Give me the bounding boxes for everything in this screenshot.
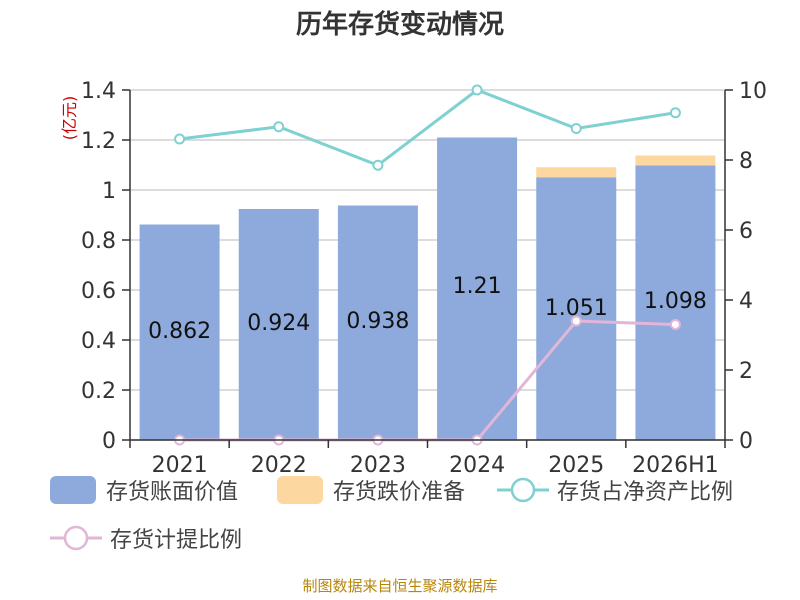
bar-book-value [536,177,617,440]
legend-item-ratio-net-assets[interactable]: 存货占净资产比例 [497,474,733,506]
ratio-net-assets-point [669,107,681,119]
legend-item-impairment[interactable]: 存货跌价准备 [277,474,465,506]
legend-label-impairment: 存货跌价准备 [333,480,466,505]
chart-title: 历年存货变动情况 [295,10,504,40]
bar-value-label: 0.924 [247,311,310,336]
provision-ratio-point [669,319,681,330]
left-tick-label: 0.8 [81,229,116,254]
x-tick-label: 2024 [449,453,505,478]
ratio-net-assets-point [570,123,582,134]
bar-book-value [139,224,220,440]
bar-layer [139,137,716,440]
provision-ratio-point [570,315,582,327]
legend-label-ratio-net-assets: 存货占净资产比例 [557,480,734,505]
right-tick-label: 10 [739,79,767,104]
left-tick-label: 1.4 [81,79,116,104]
x-tick-label: 2025 [548,453,604,478]
x-tick-label: 2022 [251,453,307,478]
legend-item-book-value[interactable]: 存货账面价值 [50,474,238,506]
legend-swatch-book-value [50,476,96,504]
bar-impairment [635,155,716,166]
right-tick-label: 4 [739,289,753,314]
x-tick-label: 2026H1 [632,453,719,478]
axis-layer: 0 0.2 0.4 0.6 0.8 1 1.2 1.4 0 2 4 6 8 10 2021 2022 2023 2… [81,79,767,478]
left-tick-label: 0.4 [81,329,116,354]
bar-book-value [437,137,518,440]
bar-value-label: 1.21 [453,274,502,299]
right-tick-label: 8 [739,149,753,174]
bar-book-value [337,205,418,440]
right-tick-label: 2 [739,359,753,384]
legend-swatch-provision-ratio [50,525,102,551]
right-tick-label: 6 [739,219,753,244]
ratio-net-assets-point [174,133,186,145]
ratio-net-assets-point [471,84,483,96]
source-footer: 制图数据来自恒生聚源数据库 [302,577,498,595]
left-tick-label: 1 [102,179,116,204]
left-tick-label: 0.2 [81,379,116,404]
ratio-net-assets-point [273,121,285,133]
ratio-net-assets-point [372,159,384,171]
legend-item-provision-ratio[interactable]: 存货计提比例 [50,522,242,554]
bar-value-label: 0.862 [148,319,211,344]
left-tick-label: 0 [102,429,116,454]
x-tick-label: 2023 [350,453,406,478]
bar-impairment [536,167,617,178]
bar-book-value [238,209,319,440]
legend-label-book-value: 存货账面价值 [106,480,239,505]
left-axis-label: (亿元) [60,96,79,141]
x-tick-label: 2021 [152,453,208,478]
left-tick-label: 1.2 [81,129,116,154]
legend-swatch-impairment [277,476,323,504]
legend-label-provision-ratio: 存货计提比例 [110,528,243,553]
bar-value-label: 1.051 [545,296,608,321]
legend-swatch-ratio-net-assets [497,477,549,503]
bar-book-value [635,165,716,440]
bar-value-label: 0.938 [346,309,409,334]
bar-value-label: 1.098 [644,289,707,314]
ratio-net-assets-line [179,88,676,167]
left-tick-label: 0.6 [81,279,116,304]
right-tick-label: 0 [739,429,753,454]
